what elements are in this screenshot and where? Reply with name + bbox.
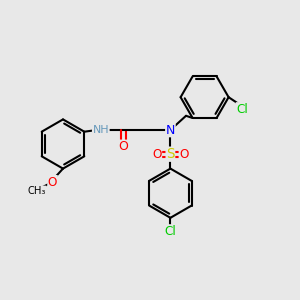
Text: N: N xyxy=(166,124,175,137)
Text: S: S xyxy=(166,147,175,161)
Text: CH₃: CH₃ xyxy=(28,186,46,196)
Text: NH: NH xyxy=(92,125,109,135)
Text: O: O xyxy=(152,148,162,161)
Text: O: O xyxy=(179,148,189,161)
Text: O: O xyxy=(118,140,128,153)
Text: Cl: Cl xyxy=(236,103,248,116)
Text: O: O xyxy=(48,176,57,189)
Text: Cl: Cl xyxy=(164,225,176,238)
